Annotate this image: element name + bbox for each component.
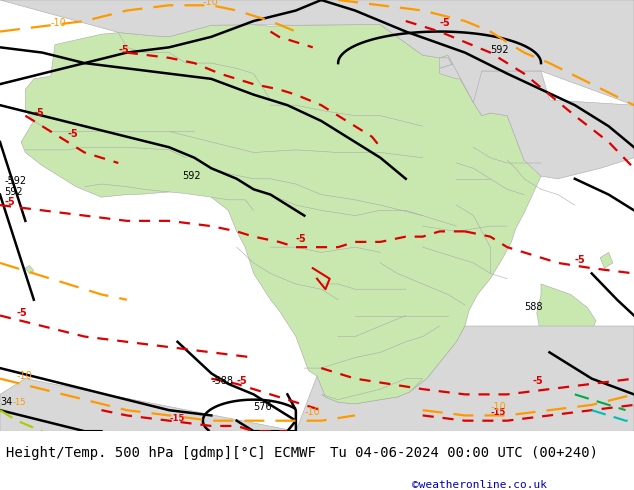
Text: 576: 576 xyxy=(254,402,272,412)
Text: -5: -5 xyxy=(439,18,450,28)
Text: -10: -10 xyxy=(490,402,506,412)
Text: -5: -5 xyxy=(34,108,44,118)
Text: -5: -5 xyxy=(119,45,129,54)
Text: -15: -15 xyxy=(490,409,506,417)
Text: -5: -5 xyxy=(4,197,15,207)
Text: -5: -5 xyxy=(533,376,543,386)
Text: -10: -10 xyxy=(203,0,219,7)
Text: -588: -588 xyxy=(211,376,233,386)
Text: -5: -5 xyxy=(17,308,28,318)
Polygon shape xyxy=(321,379,423,404)
Text: 588: 588 xyxy=(524,302,543,312)
Text: 34: 34 xyxy=(0,397,12,407)
Text: -15: -15 xyxy=(13,398,26,407)
Text: ©weatheronline.co.uk: ©weatheronline.co.uk xyxy=(412,480,547,490)
Polygon shape xyxy=(600,252,613,268)
Text: -5: -5 xyxy=(296,234,307,244)
Text: 592: 592 xyxy=(490,45,509,54)
Polygon shape xyxy=(537,284,596,355)
Polygon shape xyxy=(25,266,34,273)
Text: Tu 04-06-2024 00:00 UTC (00+240): Tu 04-06-2024 00:00 UTC (00+240) xyxy=(330,446,598,460)
Text: -5: -5 xyxy=(236,376,247,386)
Polygon shape xyxy=(0,0,634,105)
Polygon shape xyxy=(439,58,634,179)
Text: -15: -15 xyxy=(169,414,184,423)
Text: -5: -5 xyxy=(68,129,79,139)
Polygon shape xyxy=(21,24,541,404)
Text: -5: -5 xyxy=(575,255,586,265)
Text: 592: 592 xyxy=(182,171,200,181)
Text: -592: -592 xyxy=(4,176,27,186)
Text: -10: -10 xyxy=(51,18,67,28)
Text: 592: 592 xyxy=(4,187,23,196)
Polygon shape xyxy=(0,326,634,431)
Text: -10: -10 xyxy=(304,407,320,417)
Text: -10: -10 xyxy=(17,370,33,381)
Text: Height/Temp. 500 hPa [gdmp][°C] ECMWF: Height/Temp. 500 hPa [gdmp][°C] ECMWF xyxy=(6,446,316,460)
Polygon shape xyxy=(439,63,482,79)
